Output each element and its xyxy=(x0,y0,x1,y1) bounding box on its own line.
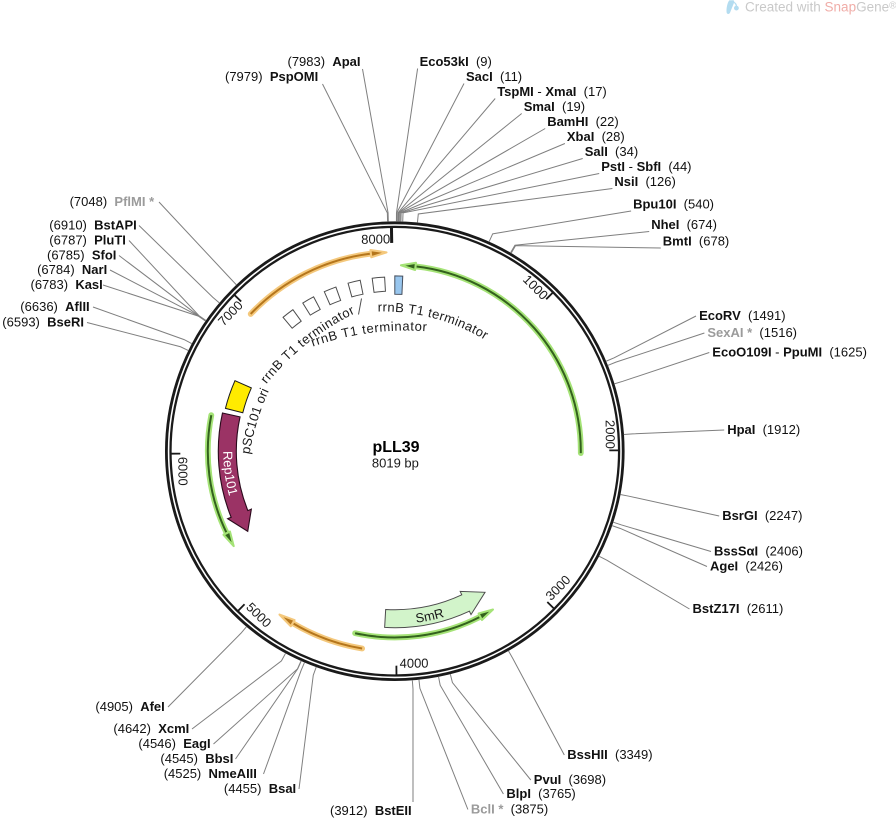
svg-text:SmR: SmR xyxy=(415,605,446,626)
svg-text:XbaI (28): XbaI (28) xyxy=(567,129,625,144)
svg-text:(7983) ApaI: (7983) ApaI xyxy=(288,54,361,69)
svg-text:EcoRV (1491): EcoRV (1491) xyxy=(699,308,785,323)
svg-text:(4546) EagI: (4546) EagI xyxy=(138,736,210,751)
svg-text:BamHI (22): BamHI (22) xyxy=(547,114,619,129)
svg-text:PvuI (3698): PvuI (3698) xyxy=(534,772,606,787)
svg-text:BmtI (678): BmtI (678) xyxy=(663,234,729,249)
svg-text:(6785) SfoI: (6785) SfoI xyxy=(47,248,116,263)
svg-text:BssSαI (2406): BssSαI (2406) xyxy=(714,544,803,559)
svg-text:BstZ17I (2611): BstZ17I (2611) xyxy=(693,601,784,616)
svg-text:Eco53kI (9): Eco53kI (9) xyxy=(420,54,492,69)
svg-text:Created with SnapGene®: Created with SnapGene® xyxy=(745,0,896,15)
svg-text:(4545) BbsI: (4545) BbsI xyxy=(160,751,233,766)
svg-text:PstI - SbfI (44): PstI - SbfI (44) xyxy=(601,159,691,174)
svg-text:(3912) BstEII: (3912) BstEII xyxy=(330,803,412,818)
svg-text:2000: 2000 xyxy=(603,420,618,449)
svg-text:BsrGI (2247): BsrGI (2247) xyxy=(722,508,802,523)
svg-text:EcoO109I - PpuMI (1625): EcoO109I - PpuMI (1625) xyxy=(712,345,867,360)
svg-text:BclI * (3875): BclI * (3875) xyxy=(471,802,548,817)
svg-text:(6783) KasI: (6783) KasI xyxy=(31,277,103,292)
svg-text:(4905) AfeI: (4905) AfeI xyxy=(95,699,164,714)
svg-text:8019 bp: 8019 bp xyxy=(372,456,419,471)
svg-text:(6593) BseRI: (6593) BseRI xyxy=(2,315,84,330)
svg-text:SacI (11): SacI (11) xyxy=(466,69,522,84)
svg-text:(4642) XcmI: (4642) XcmI xyxy=(113,721,189,736)
svg-text:NsiI (126): NsiI (126) xyxy=(614,174,675,189)
svg-text:(7048) PflMI *: (7048) PflMI * xyxy=(70,194,155,209)
svg-text:(4455) BsaI: (4455) BsaI xyxy=(224,781,296,796)
svg-text:Bpu10I (540): Bpu10I (540) xyxy=(633,197,714,212)
svg-text:4000: 4000 xyxy=(400,656,429,671)
svg-text:SalI (34): SalI (34) xyxy=(585,144,638,159)
svg-text:(6787) PluTI: (6787) PluTI xyxy=(49,233,126,248)
svg-text:SexAI * (1516): SexAI * (1516) xyxy=(707,325,797,340)
svg-text:SmaI (19): SmaI (19) xyxy=(524,99,585,114)
svg-text:NheI (674): NheI (674) xyxy=(651,217,717,232)
svg-text:AgeI (2426): AgeI (2426) xyxy=(710,559,783,574)
svg-text:BlpI (3765): BlpI (3765) xyxy=(506,786,575,801)
svg-text:TspMI - XmaI (17): TspMI - XmaI (17) xyxy=(497,84,607,99)
svg-text:(4525) NmeAIII: (4525) NmeAIII xyxy=(164,766,257,781)
svg-text:(6784) NarI: (6784) NarI xyxy=(37,262,107,277)
svg-text:(7979) PspOMI: (7979) PspOMI xyxy=(225,69,318,84)
svg-text:(6910) BstAPI: (6910) BstAPI xyxy=(49,218,136,233)
svg-text:8000: 8000 xyxy=(361,231,390,246)
svg-text:pLL39: pLL39 xyxy=(372,439,419,456)
svg-text:HpaI (1912): HpaI (1912) xyxy=(727,422,800,437)
svg-text:6000: 6000 xyxy=(175,457,190,486)
svg-text:(6636) AflII: (6636) AflII xyxy=(20,299,89,314)
svg-text:BssHII (3349): BssHII (3349) xyxy=(567,747,652,762)
